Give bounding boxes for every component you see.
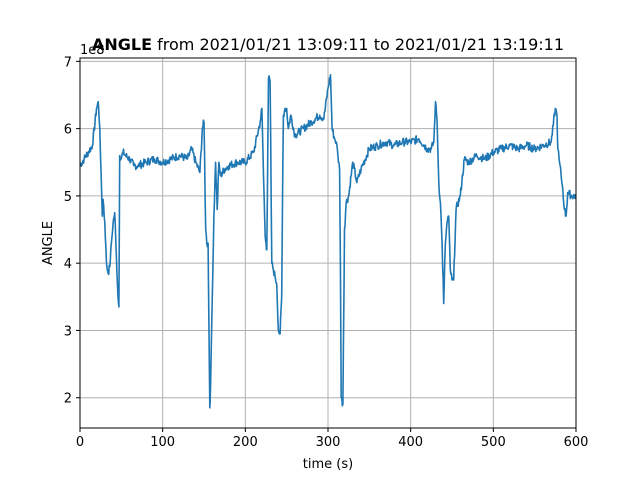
- series-layer: [80, 74, 576, 409]
- x-tick-label: 0: [76, 435, 84, 450]
- chart-title: ANGLE from 2021/01/21 13:09:11 to 2021/0…: [92, 35, 564, 54]
- y-tick-label: 5: [64, 190, 72, 205]
- x-tick-label: 500: [481, 435, 506, 450]
- y-tick-label: 3: [64, 324, 72, 339]
- ticks: 0 100 200 300 400 500 600 2 3 4 5 6 7: [64, 55, 589, 450]
- y-axis-label: ANGLE: [41, 221, 56, 265]
- y-tick-label: 2: [64, 392, 72, 407]
- x-tick-label: 200: [233, 435, 258, 450]
- x-axis-label: time (s): [303, 457, 353, 472]
- x-tick-label: 600: [564, 435, 589, 450]
- y-tick-label: 4: [64, 257, 72, 272]
- grid: [79, 58, 577, 428]
- x-tick-label: 400: [398, 435, 423, 450]
- y-tick-label: 7: [64, 55, 72, 70]
- y-tick-label: 6: [64, 123, 72, 138]
- chart-title-bold: ANGLE: [92, 35, 152, 54]
- x-tick-label: 300: [316, 435, 341, 450]
- x-tick-label: 100: [150, 435, 175, 450]
- chart-title-rest: from 2021/01/21 13:09:11 to 2021/01/21 1…: [152, 35, 564, 54]
- y-offset-label: 1e8: [80, 43, 105, 58]
- series-line: [80, 74, 576, 409]
